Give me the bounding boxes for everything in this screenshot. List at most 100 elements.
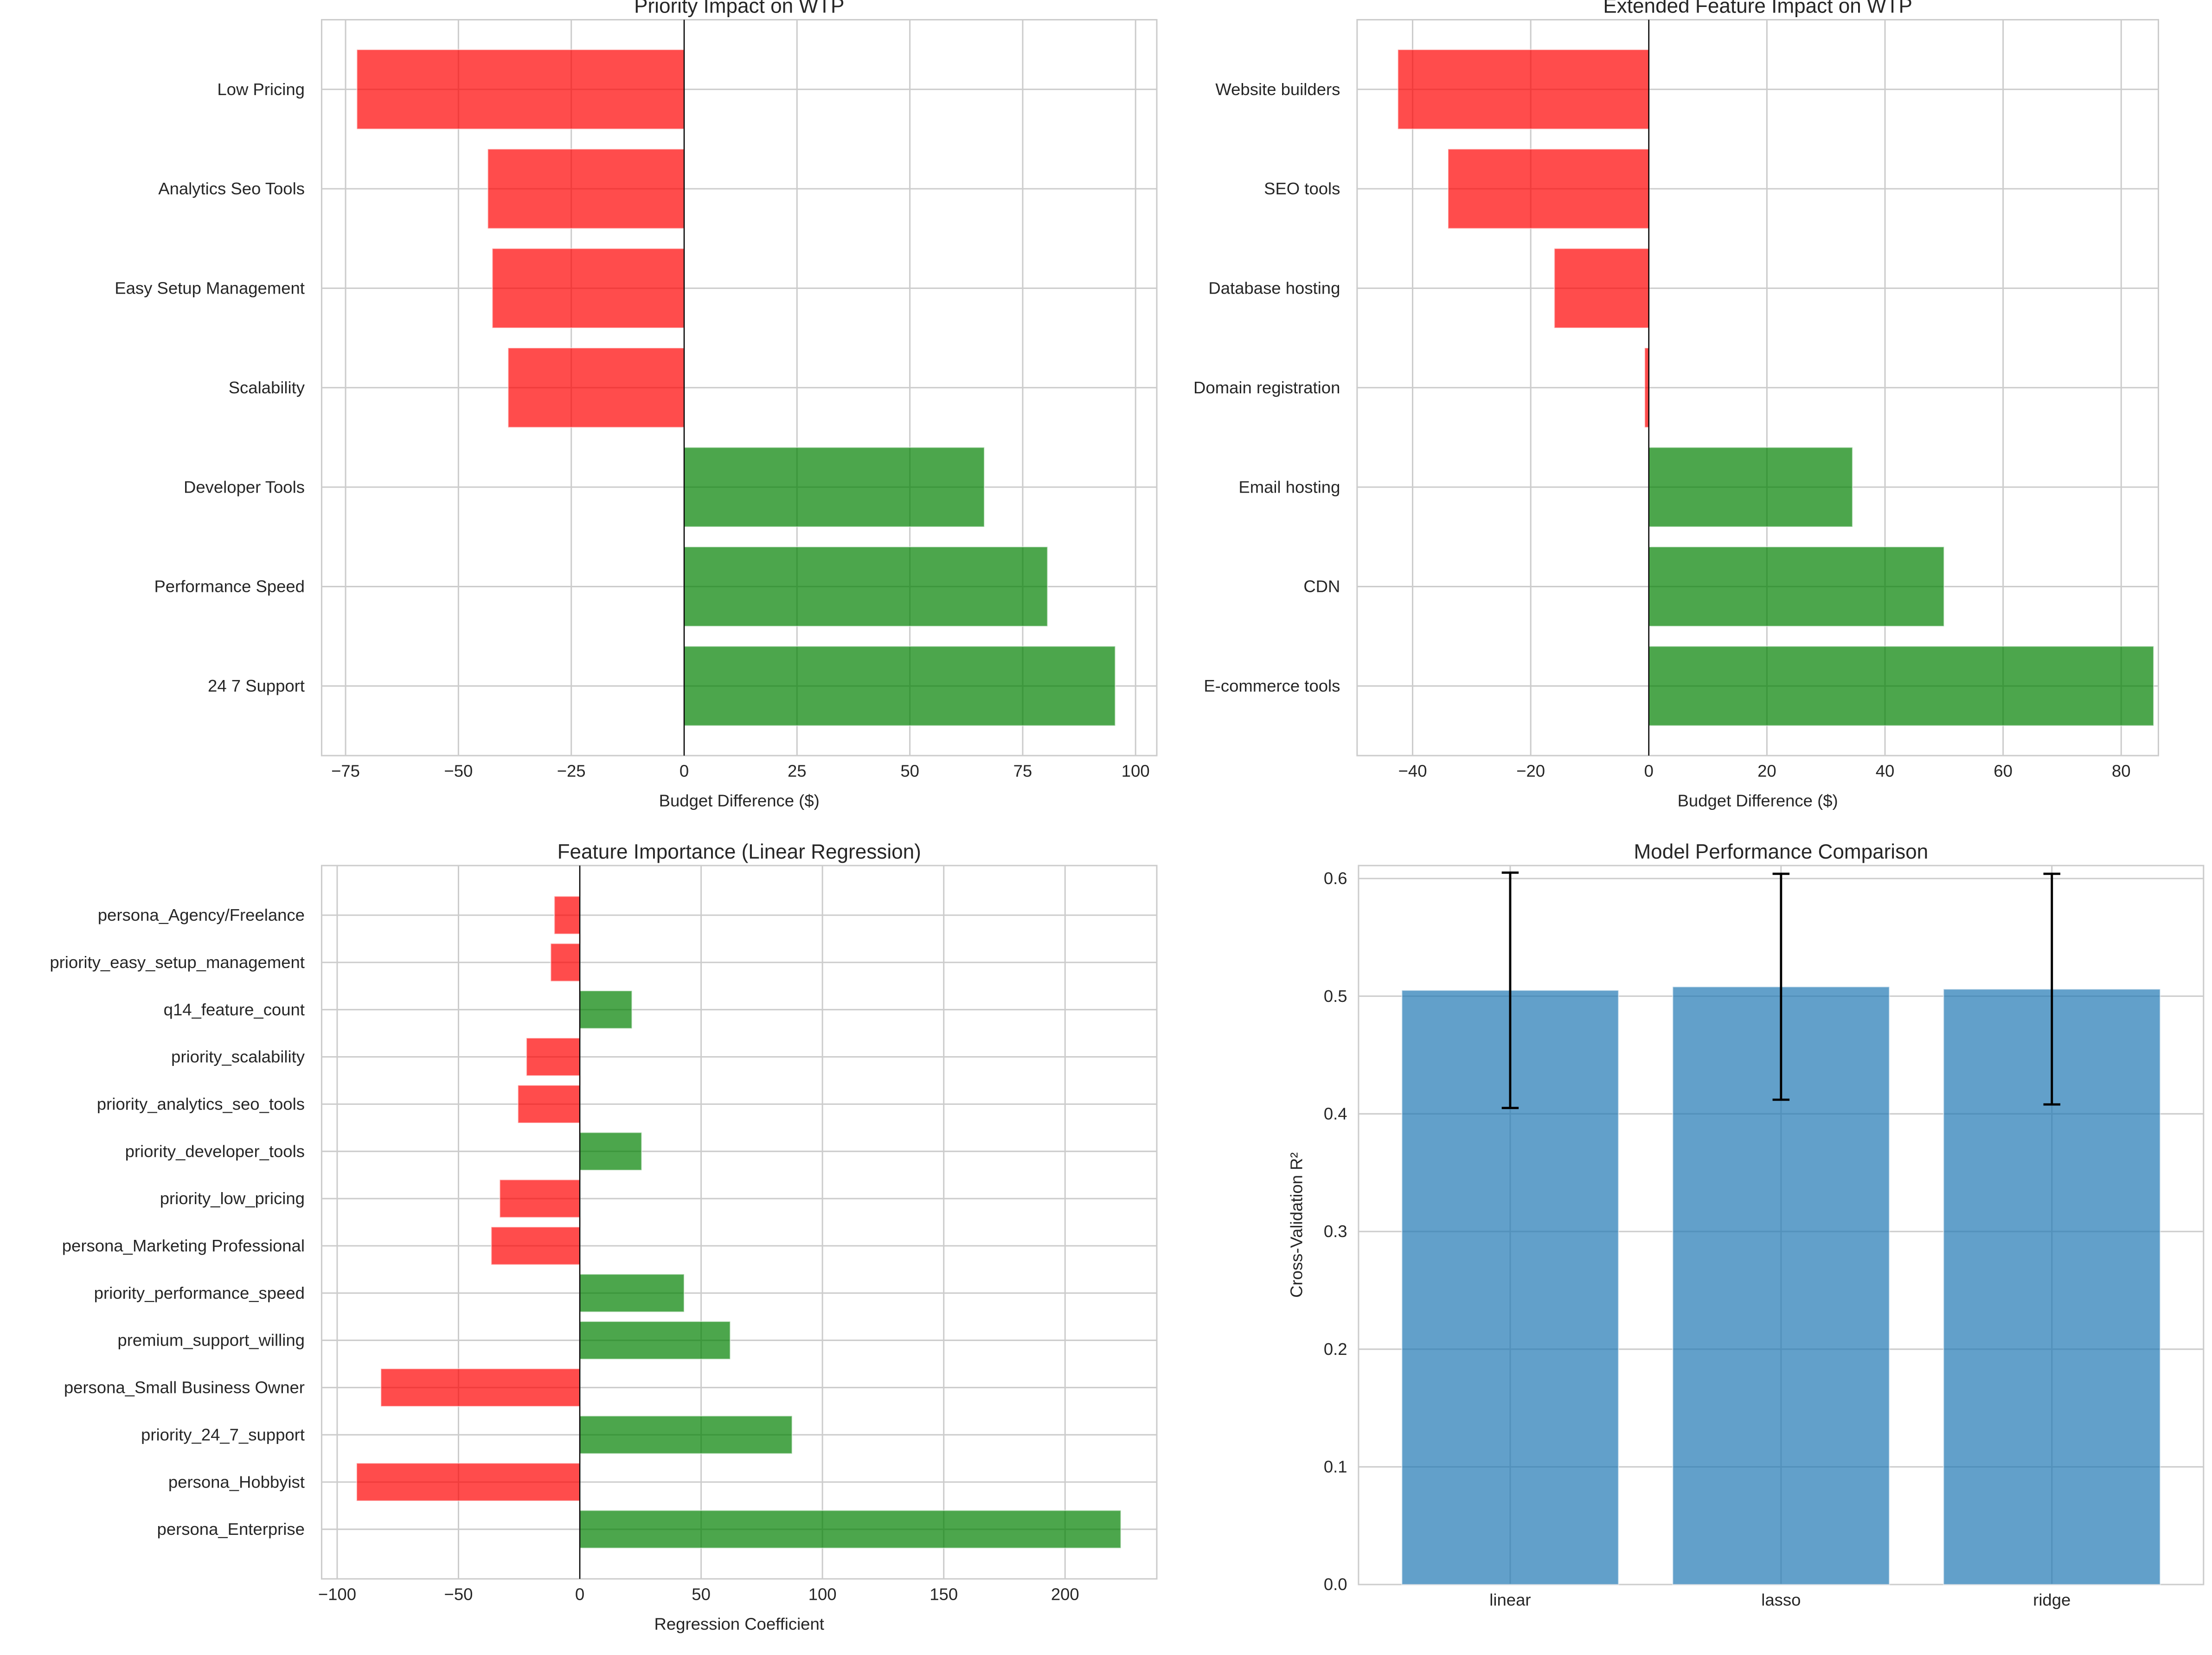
y-axis-label: Cross-Validation R² (1287, 1152, 1306, 1297)
x-tick-label: 40 (1876, 762, 1895, 781)
subplot-1: Priority Impact on WTP −75 −50 −25 0 25 50 75 10… (115, 0, 1158, 810)
y-tick-label: Website builders (1215, 80, 1340, 99)
y-tick-label: Performance Speed (154, 577, 304, 596)
x-axis-label: Budget Difference ($) (659, 791, 820, 810)
bar-cdn (1648, 546, 1945, 627)
bar-persona-marketing-professional (490, 1226, 581, 1265)
y-tick-label: Database hosting (1208, 279, 1340, 298)
bar-priority-performance-speed (579, 1273, 685, 1313)
x-tick-label: −50 (444, 1584, 473, 1604)
bar-performance-speed (683, 546, 1048, 627)
y-tick-label: Domain registration (1193, 378, 1340, 397)
bar-24-7-support (683, 645, 1116, 726)
bar-low-pricing (356, 49, 685, 130)
y-tick-label: Email hosting (1238, 477, 1340, 496)
bar-database-hosting (1553, 248, 1649, 329)
bar-priority-easy-setup-management (550, 943, 581, 982)
bar-seo-tools (1447, 148, 1649, 229)
x-tick-label: 150 (930, 1584, 958, 1604)
x-tick-label: −25 (557, 762, 586, 781)
y-tick-label: Developer Tools (184, 477, 305, 496)
bar-analytics-seo-tools (487, 148, 685, 229)
y-tick-label: priority_24_7_support (141, 1425, 305, 1444)
bar-e-commerce-tools (1648, 645, 2154, 726)
bar-premium-support-willing (579, 1321, 731, 1360)
y-tick-label: 0.4 (1324, 1104, 1347, 1123)
y-tick-label: priority_scalability (171, 1047, 305, 1066)
bar-priority-scalability (526, 1037, 581, 1077)
y-tick-label: 0.0 (1324, 1575, 1347, 1594)
x-tick-label: lasso (1761, 1591, 1801, 1610)
y-tick-label: priority_easy_setup_management (50, 953, 305, 972)
y-tick-label: 0.3 (1324, 1222, 1347, 1241)
x-tick-label: 20 (1757, 762, 1776, 781)
x-tick-label: 50 (692, 1584, 711, 1604)
chart-title: Extended Feature Impact on WTP (1603, 0, 1912, 17)
x-tick-label: 100 (808, 1584, 837, 1604)
x-tick-label: 75 (1013, 762, 1032, 781)
y-tick-label: 24 7 Support (208, 676, 305, 695)
y-tick-label: priority_analytics_seo_tools (97, 1095, 305, 1114)
x-tick-label: −50 (444, 762, 473, 781)
y-tick-label: persona_Marketing Professional (62, 1236, 305, 1255)
plot-area (321, 865, 1158, 1580)
bar-priority-low-pricing (499, 1179, 581, 1219)
y-tick-label: 0.6 (1324, 869, 1347, 888)
y-tick-label: persona_Agency/Freelance (98, 905, 305, 924)
chart-title: Feature Importance (Linear Regression) (558, 840, 921, 863)
subplot-3: Feature Importance (Linear Regression) −1… (50, 840, 1158, 1633)
x-tick-label: 50 (900, 762, 919, 781)
y-tick-label: premium_support_willing (117, 1331, 305, 1350)
x-axis-label: Regression Coefficient (654, 1614, 824, 1633)
chart-title: Model Performance Comparison (1634, 840, 1928, 863)
x-axis-label: Budget Difference ($) (1678, 791, 1838, 810)
bar-priority-analytics-seo-tools (517, 1084, 581, 1124)
x-tick-label: −100 (318, 1584, 356, 1604)
x-tick-label: 0 (575, 1584, 584, 1604)
x-tick-label: 80 (2112, 762, 2131, 781)
bar-scalability (507, 347, 685, 428)
y-tick-label: Easy Setup Management (115, 279, 305, 298)
bar-priority-24-7-support (579, 1415, 793, 1455)
x-tick-label: −20 (1516, 762, 1545, 781)
x-tick-label: 25 (788, 762, 807, 781)
x-tick-label: 0 (1644, 762, 1654, 781)
bar-persona-enterprise (579, 1509, 1122, 1549)
bar-persona-agency-freelance (553, 896, 581, 935)
bar-domain-registration (1644, 347, 1649, 428)
y-tick-label: 0.1 (1324, 1457, 1347, 1476)
y-tick-label: Analytics Seo Tools (158, 179, 305, 198)
y-tick-label: persona_Small Business Owner (64, 1378, 305, 1397)
x-tick-label: 60 (1994, 762, 2013, 781)
subplot-4: Model Performance Comparison 0.0 0.1 0.2 0.3… (1287, 840, 2205, 1610)
bar-email-hosting (1648, 447, 1853, 528)
y-tick-label: CDN (1303, 577, 1340, 596)
bar-priority-developer-tools (579, 1132, 642, 1171)
bar-persona-hobbyist (356, 1463, 581, 1502)
y-tick-label: 0.5 (1324, 987, 1347, 1006)
y-tick-label: Scalability (229, 378, 305, 397)
chart-title: Priority Impact on WTP (634, 0, 844, 17)
x-tick-label: 100 (1122, 762, 1150, 781)
bar-easy-setup-management (492, 248, 685, 329)
y-tick-label: priority_developer_tools (125, 1142, 305, 1161)
y-tick-label: q14_feature_count (164, 1000, 305, 1019)
x-tick-label: 0 (680, 762, 689, 781)
x-tick-label: 200 (1051, 1584, 1079, 1604)
x-tick-label: −75 (331, 762, 360, 781)
bar-persona-small-business-owner (380, 1368, 581, 1407)
y-tick-label: E-commerce tools (1204, 676, 1340, 695)
bar-website-builders (1397, 49, 1649, 130)
bar-developer-tools (683, 447, 985, 528)
y-tick-label: persona_Hobbyist (168, 1472, 305, 1491)
y-tick-label: priority_performance_speed (94, 1283, 305, 1302)
y-tick-label: persona_Enterprise (157, 1520, 305, 1539)
x-tick-label: linear (1489, 1591, 1531, 1610)
y-tick-label: 0.2 (1324, 1340, 1347, 1359)
y-tick-label: SEO tools (1264, 179, 1340, 198)
subplot-2: Extended Feature Impact on WTP −40 −20 0 20 4… (1193, 0, 2159, 810)
y-tick-label: Low Pricing (217, 80, 305, 99)
x-tick-label: −40 (1398, 762, 1427, 781)
bar-q14-feature-count (579, 990, 633, 1029)
